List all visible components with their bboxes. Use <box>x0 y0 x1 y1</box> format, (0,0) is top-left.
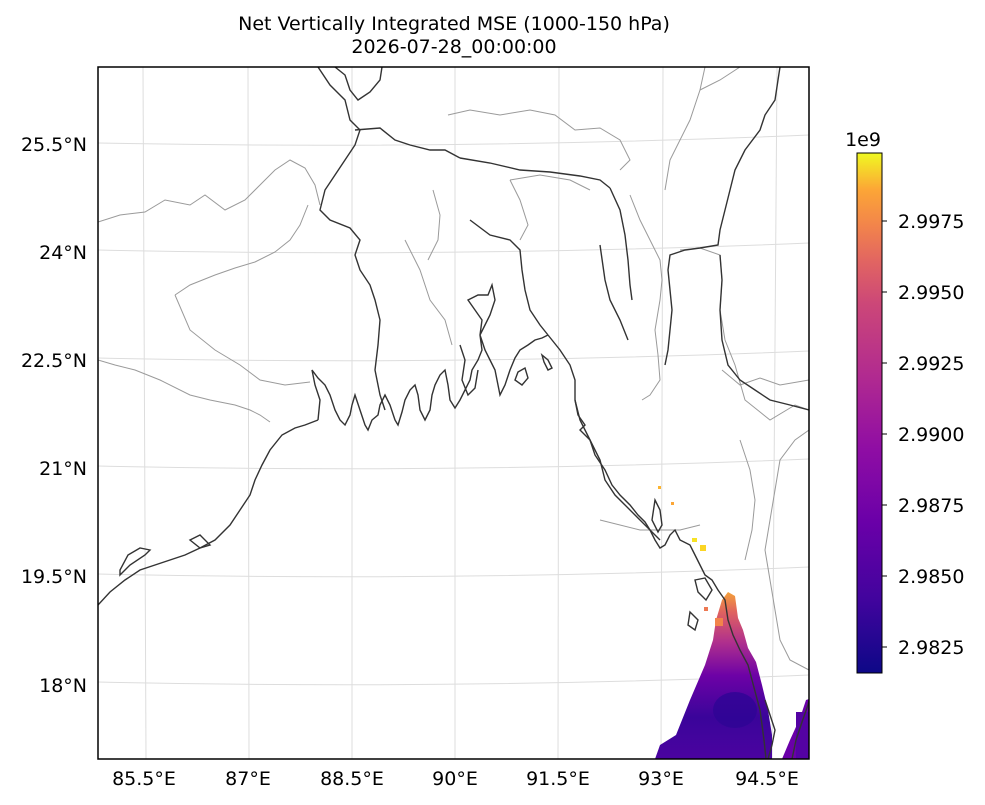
colorbar-gradient <box>856 152 883 674</box>
lat-label-21: 21°N <box>39 458 87 480</box>
graticule <box>98 67 809 759</box>
lon-label-88-5: 88.5°E <box>320 768 384 790</box>
map-subtitle: 2026-07-28_00:00:00 <box>351 36 556 58</box>
colorbar-tick: 2.9825 <box>898 637 964 659</box>
colorbar-offset-label: 1e9 <box>845 129 881 151</box>
lat-label-24: 24°N <box>39 242 87 264</box>
lon-label-87: 87°E <box>225 768 271 790</box>
colorbar-tick: 2.9900 <box>898 424 964 446</box>
map-title: Net Vertically Integrated MSE (1000-150 … <box>238 13 670 35</box>
colorbar-tick: 2.9850 <box>898 566 964 588</box>
internal-borders <box>98 67 809 671</box>
colorbar: 1e9 2.9975 2.9950 2.9925 2.9900 2.9875 2… <box>845 129 964 674</box>
colorbar-tick: 2.9950 <box>898 282 964 304</box>
map-panel <box>98 67 809 759</box>
mse-field <box>655 486 809 759</box>
lat-label-25-5: 25.5°N <box>21 134 87 156</box>
lon-label-93: 93°E <box>638 768 684 790</box>
colorbar-tick: 2.9975 <box>898 211 964 233</box>
lat-label-18: 18°N <box>39 675 87 697</box>
lon-label-85-5: 85.5°E <box>112 768 176 790</box>
latitude-labels: 25.5°N 24°N 22.5°N 21°N 19.5°N 18°N <box>21 134 87 697</box>
longitude-labels: 85.5°E 87°E 88.5°E 90°E 91.5°E 93°E 94.5… <box>112 768 799 790</box>
lat-label-22-5: 22.5°N <box>21 350 87 372</box>
map-frame <box>97 66 810 760</box>
lon-label-90: 90°E <box>432 768 478 790</box>
lat-label-19-5: 19.5°N <box>21 566 87 588</box>
colorbar-tick: 2.9875 <box>898 495 964 517</box>
lon-label-94-5: 94.5°E <box>735 768 799 790</box>
coastlines <box>98 67 809 759</box>
colorbar-tick: 2.9925 <box>898 353 964 375</box>
lon-label-91-5: 91.5°E <box>526 768 590 790</box>
